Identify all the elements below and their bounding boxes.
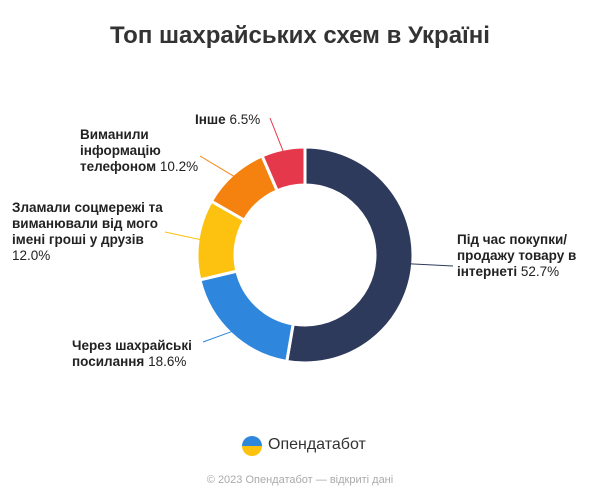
donut-segment [285, 145, 415, 365]
donut-segment [260, 145, 307, 193]
brand: Опендатабот [268, 436, 366, 453]
segment-label: Зламали соцмережі та виманювали від мого… [12, 200, 164, 264]
segment-label: Виманили інформацію телефоном 10.2% [80, 127, 205, 175]
category-label: Зламали соцмережі та виманювали від мого… [12, 200, 163, 247]
logo-top [242, 436, 262, 446]
leader-line [164, 231, 203, 241]
segment-label: Під час покупки/продажу товару в інтерне… [457, 232, 592, 280]
leader-line [199, 155, 236, 178]
leader-line [269, 117, 285, 154]
footer: © 2023 Опендатабот — відкриті дані [206, 474, 394, 486]
leader-line [202, 330, 234, 343]
value-label: 18.6% [148, 354, 187, 369]
category-label: Інше [195, 112, 226, 127]
leader-line [408, 263, 454, 267]
value-label: 10.2% [159, 159, 199, 174]
segment-label: Інше 6.5% [195, 112, 285, 128]
logo-bottom [242, 446, 262, 456]
chart-title: Топ шахрайських схем в Україні [110, 22, 490, 49]
category-label: Виманили інформацію телефоном [80, 127, 161, 174]
segment-label: Через шахрайські посилання 18.6% [72, 338, 207, 370]
category-label: Під час покупки/продажу товару в інтерне… [457, 232, 577, 279]
donut-segment [198, 269, 295, 364]
value-label: 52.7% [520, 264, 560, 279]
value-label: 6.5% [229, 112, 261, 127]
value-label: 12.0% [12, 248, 51, 263]
logo [242, 436, 262, 456]
category-label: Через шахрайські посилання [72, 338, 192, 369]
